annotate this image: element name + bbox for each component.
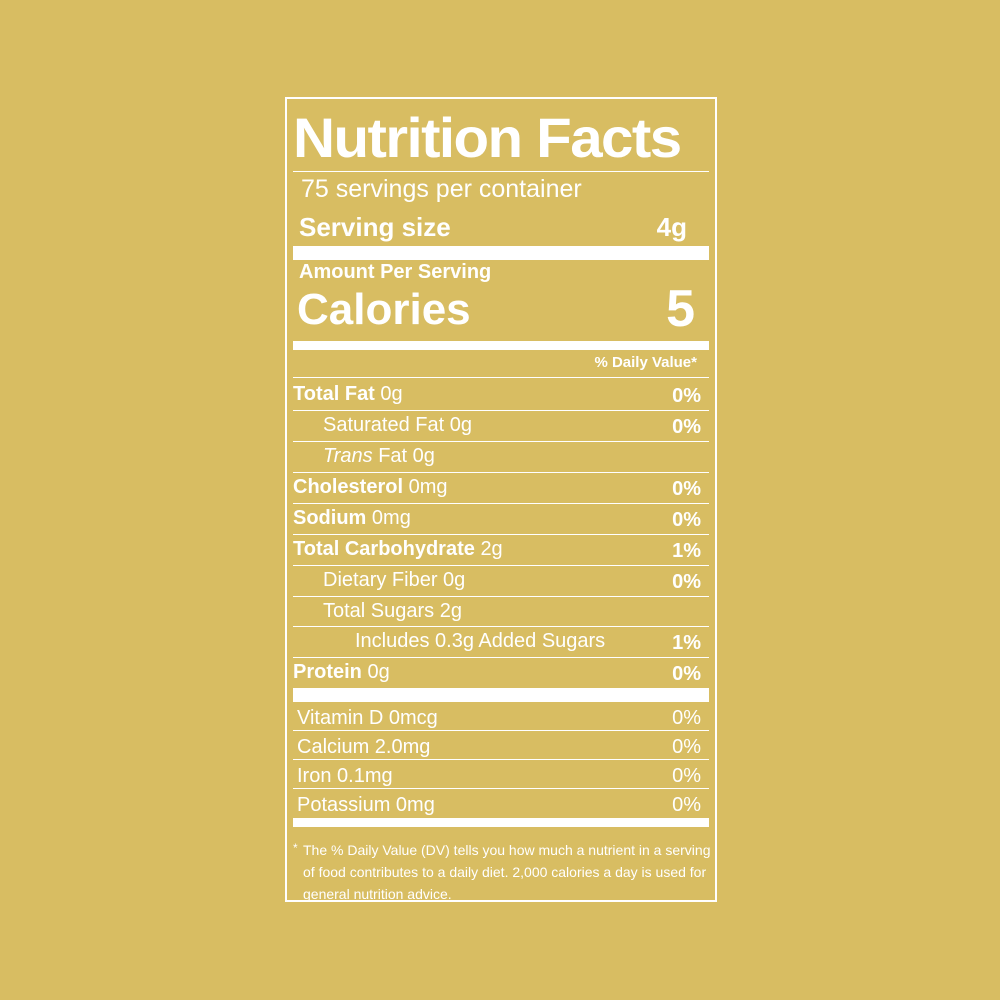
divider <box>293 171 709 172</box>
thick-divider <box>293 688 709 702</box>
divider <box>293 441 709 442</box>
nutrient-name: Total Sugars 2g <box>323 600 462 622</box>
vitamin-row-iron: Iron 0.1mg 0% <box>293 760 709 789</box>
nutrient-name: Total Carbohydrate 2g <box>293 538 503 560</box>
divider <box>293 377 709 378</box>
medium-divider <box>293 818 709 827</box>
vitamin-row-potassium: Potassium 0mg 0% <box>293 789 709 818</box>
thick-divider <box>293 246 709 260</box>
nutrient-dv: 0% <box>672 571 701 593</box>
divider <box>293 596 709 597</box>
nutrient-name: Sodium 0mg <box>293 507 411 529</box>
nutrient-row-trans-fat: Trans Fat 0g <box>293 441 709 472</box>
vitamin-row-vitamin-d: Vitamin D 0mcg 0% <box>293 702 709 731</box>
vitamin-dv: 0% <box>672 794 701 816</box>
nutrient-dv: 0% <box>672 509 701 531</box>
vitamin-dv: 0% <box>672 765 701 787</box>
nutrient-name: Cholesterol 0mg <box>293 476 448 498</box>
serving-size-label: Serving size <box>299 212 451 242</box>
nutrient-dv: 0% <box>672 385 701 407</box>
nutrient-row-dietary-fiber: Dietary Fiber 0g 0% <box>293 565 709 596</box>
nutrient-name: Saturated Fat 0g <box>323 414 472 436</box>
divider <box>293 472 709 473</box>
nutrient-row-cholesterol: Cholesterol 0mg 0% <box>293 472 709 503</box>
amount-per-serving: Amount Per Serving <box>299 261 492 283</box>
divider <box>293 503 709 504</box>
daily-value-header: % Daily Value* <box>594 354 697 371</box>
nutrient-name: Dietary Fiber 0g <box>323 569 466 591</box>
nutrient-name: Includes 0.3g Added Sugars <box>355 630 606 652</box>
footnote: The % Daily Value (DV) tells you how muc… <box>303 842 711 902</box>
vitamin-name: Calcium 2.0mg <box>297 736 431 758</box>
nutrient-row-added-sugars: Includes 0.3g Added Sugars 1% <box>293 626 709 657</box>
nutrient-name: Trans Fat 0g <box>323 445 435 467</box>
nutrient-row-sodium: Sodium 0mg 0% <box>293 503 709 534</box>
nutrient-name: Protein 0g <box>293 661 390 683</box>
footnote-mark: * <box>293 841 298 855</box>
nutrition-facts-label: Nutrition Facts 75 servings per containe… <box>285 97 717 902</box>
servings-per-container: 75 servings per container <box>301 175 582 203</box>
nutrient-name: Total Fat 0g <box>293 383 403 405</box>
vitamin-dv: 0% <box>672 707 701 729</box>
calories-label: Calories <box>297 285 471 334</box>
divider <box>293 759 709 760</box>
calories-value: 5 <box>666 280 695 338</box>
divider <box>293 657 709 658</box>
nutrient-dv: 1% <box>672 632 701 654</box>
nutrient-row-saturated-fat: Saturated Fat 0g 0% <box>293 410 709 441</box>
label-title: Nutrition Facts <box>293 106 682 169</box>
divider <box>293 730 709 731</box>
divider <box>293 410 709 411</box>
divider <box>293 626 709 627</box>
divider <box>293 565 709 566</box>
vitamin-row-calcium: Calcium 2.0mg 0% <box>293 731 709 760</box>
nutrient-dv: 0% <box>672 478 701 500</box>
nutrient-dv: 0% <box>672 416 701 438</box>
vitamin-name: Potassium 0mg <box>297 794 435 816</box>
nutrient-dv: 0% <box>672 663 701 685</box>
nutrient-row-total-sugars: Total Sugars 2g <box>293 596 709 627</box>
nutrient-dv: 1% <box>672 540 701 562</box>
divider <box>293 534 709 535</box>
nutrient-row-total-carbohydrate: Total Carbohydrate 2g 1% <box>293 534 709 565</box>
divider <box>293 788 709 789</box>
medium-divider <box>293 341 709 350</box>
serving-size-value: 4g <box>656 212 687 242</box>
vitamin-name: Iron 0.1mg <box>297 765 393 787</box>
nutrient-row-protein: Protein 0g 0% <box>293 657 709 688</box>
vitamin-dv: 0% <box>672 736 701 758</box>
vitamin-name: Vitamin D 0mcg <box>297 707 438 729</box>
nutrient-row-total-fat: Total Fat 0g 0% <box>293 379 709 410</box>
